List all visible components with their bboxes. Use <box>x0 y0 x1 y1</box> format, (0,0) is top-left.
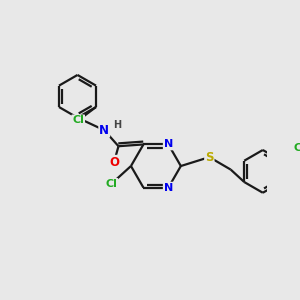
Text: N: N <box>164 140 173 149</box>
Text: N: N <box>164 183 173 193</box>
Text: N: N <box>99 124 109 137</box>
Text: S: S <box>205 151 214 164</box>
Text: Cl: Cl <box>72 116 84 125</box>
Text: H: H <box>112 120 121 130</box>
Text: Cl: Cl <box>105 179 117 189</box>
Text: O: O <box>109 156 119 169</box>
Text: Cl: Cl <box>293 143 300 153</box>
